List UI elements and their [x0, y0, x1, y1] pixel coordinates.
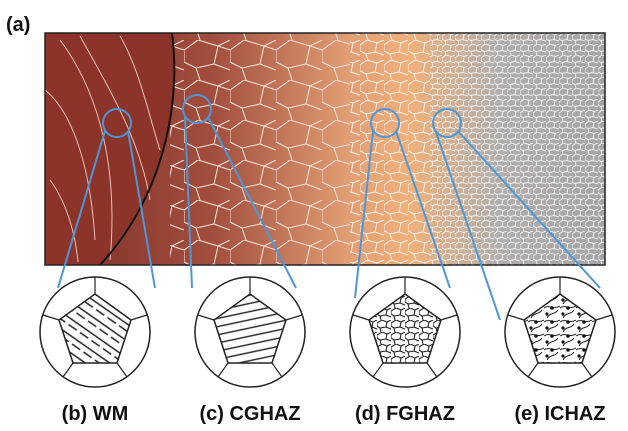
lens-fghaz: [350, 277, 460, 387]
panel-label: (d) FGHAZ: [355, 403, 455, 425]
lens-ichaz: [505, 277, 615, 387]
panel-label: (b) WM: [62, 403, 129, 425]
panel-label: (e) ICHAZ: [514, 403, 605, 425]
panel-label: (c) CGHAZ: [199, 403, 300, 425]
panel-label: (a): [6, 14, 30, 36]
lens-cghaz: [195, 277, 305, 387]
microstructure-bar: [45, 33, 605, 265]
figure: (a) (b) WM (c) CGHAZ (d) FGHAZ (e) ICHAZ: [0, 0, 628, 431]
lens-wm: [40, 277, 150, 387]
